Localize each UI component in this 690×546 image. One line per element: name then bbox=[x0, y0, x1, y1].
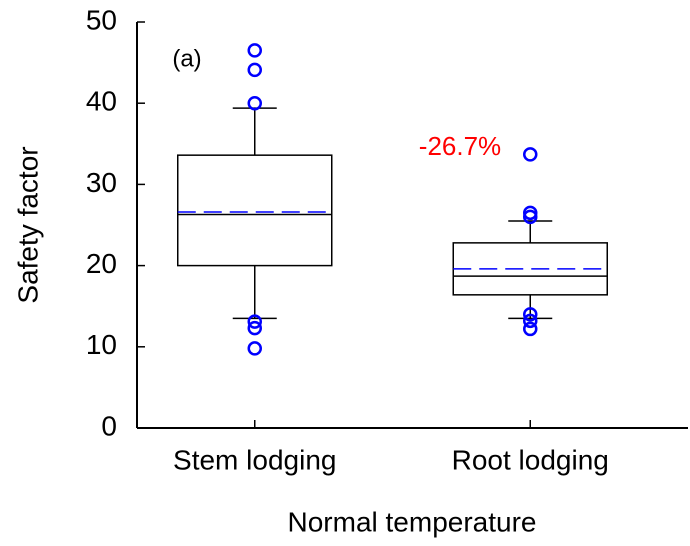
box bbox=[177, 154, 333, 267]
outlier bbox=[247, 43, 262, 58]
x-axis-label: Normal temperature bbox=[288, 506, 537, 537]
outlier bbox=[247, 320, 262, 336]
outlier bbox=[247, 62, 262, 78]
outlier bbox=[523, 307, 538, 322]
y-tick-label: 50 bbox=[86, 4, 117, 35]
y-tick-label: 30 bbox=[86, 167, 117, 198]
outlier bbox=[523, 313, 538, 329]
outlier bbox=[523, 209, 538, 225]
x-tick-label: Root lodging bbox=[452, 444, 609, 475]
outlier bbox=[523, 321, 538, 337]
x-tick-label: Stem lodging bbox=[173, 444, 336, 475]
y-tick-label: 20 bbox=[86, 248, 117, 279]
y-tick-label: 10 bbox=[86, 329, 117, 360]
outlier bbox=[247, 95, 262, 111]
annotation: -26.7% bbox=[419, 131, 501, 161]
outlier bbox=[247, 314, 262, 329]
outlier bbox=[523, 147, 538, 162]
y-tick-label: 0 bbox=[101, 410, 117, 441]
outlier bbox=[247, 341, 262, 356]
panel-label: (a) bbox=[172, 45, 201, 72]
y-tick-label: 40 bbox=[86, 86, 117, 117]
y-axis-label: Safety factor bbox=[12, 146, 43, 303]
